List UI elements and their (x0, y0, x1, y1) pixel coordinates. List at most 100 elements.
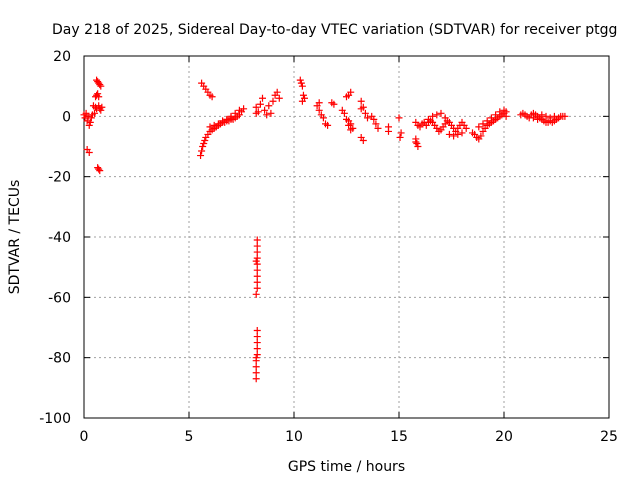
x-tick-label: 20 (495, 429, 513, 445)
y-tick-label: -100 (39, 411, 71, 427)
data-point (397, 129, 405, 137)
data-point (370, 115, 378, 123)
data-point (374, 124, 382, 132)
data-point (396, 133, 404, 141)
data-point (450, 132, 458, 140)
data-point (252, 290, 260, 298)
data-point (265, 102, 273, 110)
data-point (267, 109, 275, 117)
data-point (347, 120, 355, 128)
data-point (413, 139, 421, 147)
data-point (95, 102, 103, 110)
data-point (214, 120, 222, 128)
data-point (330, 100, 338, 108)
data-point (253, 260, 261, 268)
data-point (92, 103, 100, 111)
data-point (261, 106, 269, 114)
data-point (529, 114, 537, 122)
data-point (198, 147, 206, 155)
data-point (253, 284, 261, 292)
data-point (252, 109, 260, 117)
data-point (542, 112, 550, 120)
x-tick-label: 5 (185, 429, 194, 445)
data-point (487, 114, 495, 122)
data-point (534, 115, 542, 123)
data-point (357, 105, 365, 113)
data-point (259, 94, 266, 102)
data-point (210, 121, 218, 129)
data-point (95, 165, 103, 173)
y-axis-title: SDTVAR / TECUs (7, 180, 23, 295)
x-tick-label: 25 (600, 429, 618, 445)
data-point (94, 90, 102, 98)
x-tick-label: 0 (80, 429, 89, 445)
data-point (208, 93, 216, 101)
data-point (492, 111, 500, 119)
data-point (445, 130, 453, 138)
data-point (85, 149, 93, 157)
data-point (206, 123, 214, 131)
data-point (98, 103, 106, 111)
data-point (349, 124, 357, 132)
data-point (298, 97, 306, 105)
data-point (385, 127, 392, 135)
x-tick-label: 15 (390, 429, 408, 445)
data-point (227, 112, 235, 120)
data-point (372, 120, 380, 128)
y-tick-label: -20 (48, 170, 71, 186)
data-point (253, 236, 261, 244)
data-point (253, 254, 261, 262)
data-point (83, 117, 91, 125)
data-point (253, 266, 261, 274)
chart-title: Day 218 of 2025, Sidereal Day-to-day VTE… (52, 22, 617, 38)
data-point (475, 123, 483, 131)
data-point (201, 136, 209, 144)
data-point (479, 120, 487, 128)
data-point (299, 91, 307, 99)
data-point (275, 94, 283, 102)
data-point (253, 339, 261, 347)
data-point (97, 82, 105, 90)
data-point (253, 351, 261, 359)
tick-layer: 0 5 10 15 20 25 -100 -80 -60 -40 -20 0 20 (39, 49, 618, 445)
data-point (315, 99, 323, 107)
data-point (324, 121, 332, 129)
x-axis-title: GPS time / hours (288, 459, 405, 475)
data-point (86, 118, 94, 126)
data-point (252, 363, 260, 371)
data-point (298, 82, 306, 90)
data-point (546, 114, 554, 122)
data-point (253, 248, 261, 256)
data-point (361, 109, 369, 117)
data-layer (80, 76, 569, 383)
data-point (364, 114, 371, 122)
data-point (95, 93, 103, 101)
data-point (496, 108, 504, 116)
data-point (252, 354, 260, 362)
data-point (223, 115, 231, 123)
data-point (252, 375, 260, 383)
data-point (253, 272, 261, 280)
data-point (253, 345, 261, 353)
data-point (502, 112, 510, 120)
data-point (253, 327, 261, 335)
data-point (550, 112, 558, 120)
data-point (462, 124, 470, 132)
grid-layer (84, 56, 609, 418)
data-point (347, 88, 355, 96)
data-point (256, 100, 264, 108)
data-point (96, 81, 104, 89)
data-point (357, 97, 365, 105)
data-point (252, 369, 260, 377)
y-tick-label: 0 (62, 109, 71, 125)
data-point (253, 333, 261, 341)
data-point (87, 114, 95, 122)
data-point (297, 79, 305, 87)
data-point (253, 242, 261, 250)
y-tick-label: -60 (48, 290, 71, 306)
data-point (340, 109, 348, 117)
data-point (252, 103, 260, 111)
y-tick-label: -40 (48, 230, 71, 246)
data-point (91, 109, 98, 117)
data-point (395, 114, 403, 122)
